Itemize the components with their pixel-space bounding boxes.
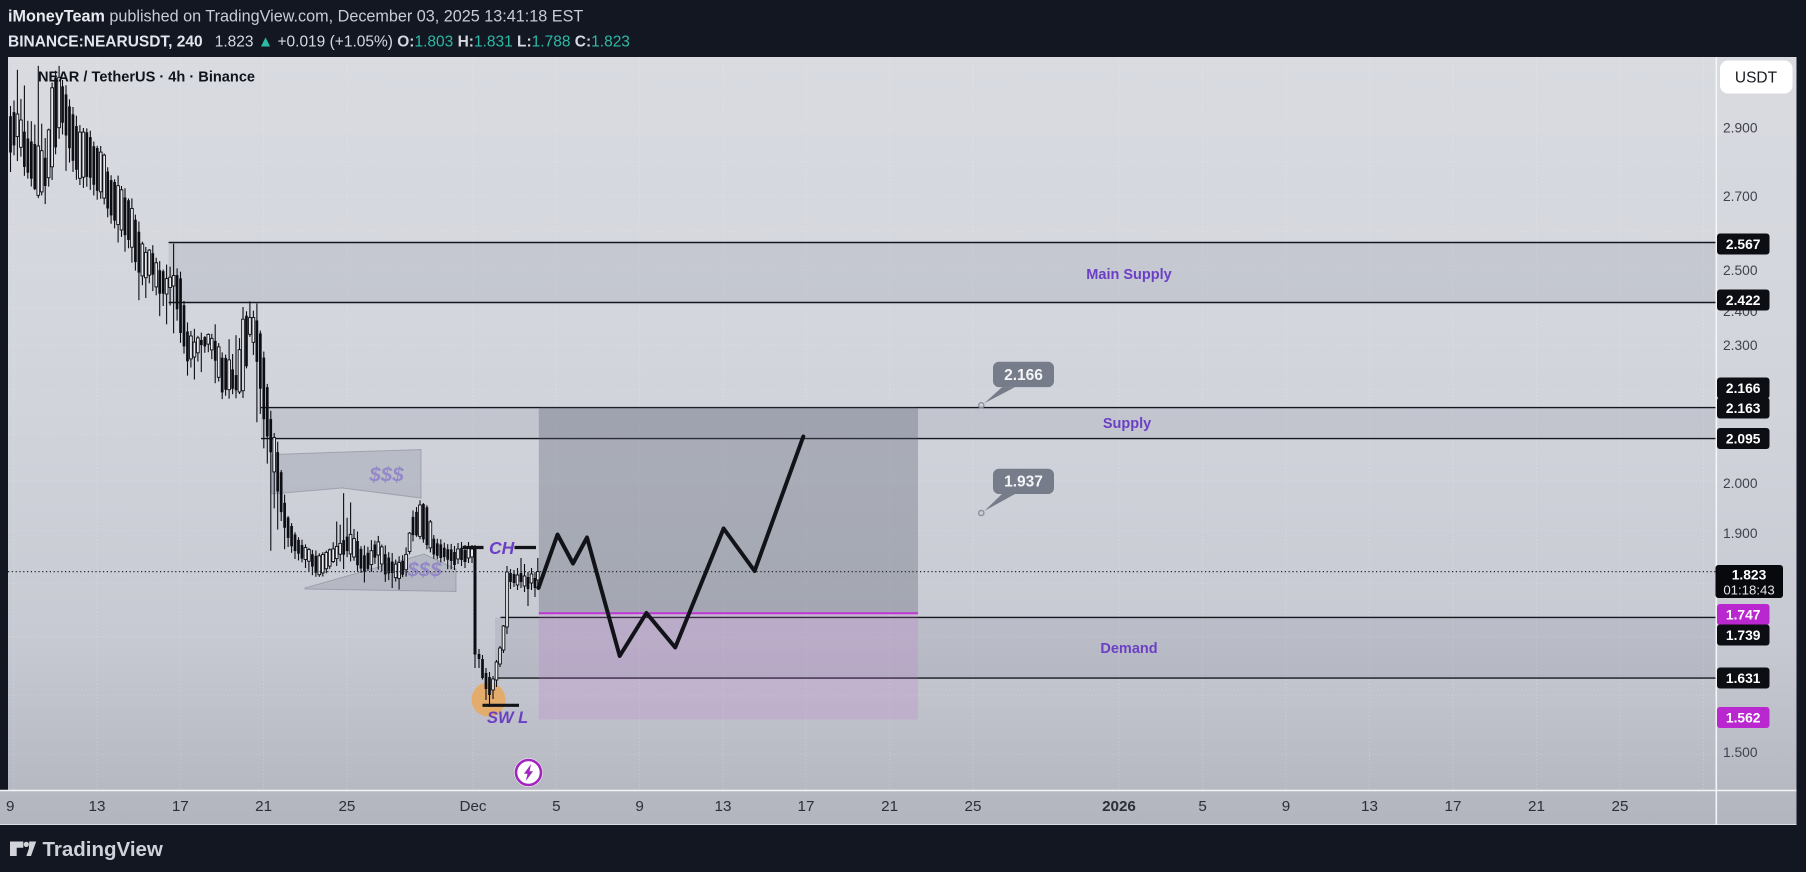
svg-text:$$$: $$$: [406, 559, 442, 582]
svg-text:2.166: 2.166: [1004, 367, 1043, 384]
svg-text:1.823: 1.823: [1732, 568, 1767, 583]
svg-text:17: 17: [1445, 798, 1462, 815]
svg-text:17: 17: [798, 798, 815, 815]
svg-text:9: 9: [1282, 798, 1290, 815]
svg-text:2.422: 2.422: [1726, 293, 1761, 308]
svg-text:9: 9: [635, 798, 643, 815]
svg-text:1.937: 1.937: [1004, 474, 1043, 491]
svg-text:2.500: 2.500: [1723, 263, 1758, 278]
svg-text:Dec: Dec: [459, 798, 486, 815]
svg-text:BINANCE:NEARUSDT, 240 1.823 ▲: BINANCE:NEARUSDT, 240 1.823 ▲ +0.019 (+1…: [8, 34, 630, 51]
svg-text:2.163: 2.163: [1726, 401, 1761, 416]
svg-text:5: 5: [1198, 798, 1206, 815]
svg-text:Demand: Demand: [1100, 641, 1157, 657]
svg-text:2.000: 2.000: [1723, 476, 1758, 491]
svg-text:2.166: 2.166: [1726, 381, 1761, 396]
svg-text:1.500: 1.500: [1723, 745, 1758, 760]
svg-text:$$$: $$$: [368, 464, 404, 487]
svg-text:2026: 2026: [1102, 798, 1136, 815]
svg-text:1.631: 1.631: [1726, 671, 1761, 686]
svg-text:21: 21: [1528, 798, 1545, 815]
svg-text:2.300: 2.300: [1723, 338, 1758, 353]
svg-text:01:18:43: 01:18:43: [1723, 583, 1774, 598]
svg-text:1.900: 1.900: [1723, 526, 1758, 541]
svg-text:13: 13: [89, 798, 106, 815]
svg-text:25: 25: [338, 798, 355, 815]
svg-text:1.562: 1.562: [1726, 710, 1761, 725]
svg-text:2.567: 2.567: [1726, 237, 1761, 252]
svg-text:21: 21: [255, 798, 272, 815]
svg-text:Supply: Supply: [1103, 416, 1151, 432]
svg-text:CH: CH: [489, 538, 515, 558]
svg-text:25: 25: [965, 798, 982, 815]
svg-text:iMoneyTeam published on Tradin: iMoneyTeam published on TradingView.com,…: [8, 8, 583, 26]
svg-text:13: 13: [1361, 798, 1378, 815]
svg-text:1.739: 1.739: [1726, 628, 1761, 643]
svg-text:13: 13: [715, 798, 732, 815]
svg-text:USDT: USDT: [1735, 70, 1778, 87]
svg-text:SW L: SW L: [487, 709, 528, 727]
svg-text:2.700: 2.700: [1723, 189, 1758, 204]
svg-text:Main Supply: Main Supply: [1086, 267, 1171, 283]
svg-text:5: 5: [552, 798, 560, 815]
svg-text:TradingView: TradingView: [43, 838, 163, 861]
svg-text:2.095: 2.095: [1726, 431, 1761, 446]
svg-text:17: 17: [172, 798, 189, 815]
svg-text:9: 9: [6, 798, 14, 815]
svg-text:NEAR / TetherUS · 4h · Binance: NEAR / TetherUS · 4h · Binance: [38, 70, 255, 86]
svg-text:1.747: 1.747: [1726, 607, 1761, 622]
svg-text:21: 21: [881, 798, 898, 815]
svg-text:2.900: 2.900: [1723, 121, 1758, 136]
svg-text:25: 25: [1612, 798, 1629, 815]
